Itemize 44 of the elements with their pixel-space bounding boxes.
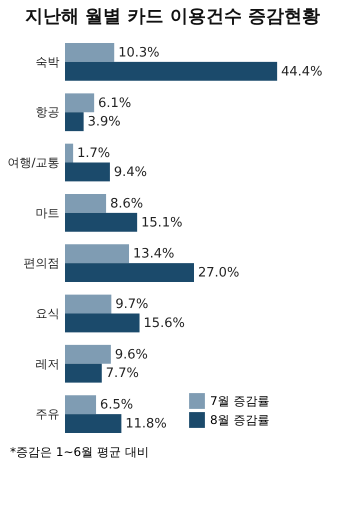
bar	[65, 364, 102, 383]
bar	[65, 244, 130, 264]
bar	[65, 62, 278, 81]
data-label: 15.1%	[141, 215, 182, 230]
y-tick-label: 레저	[36, 356, 60, 371]
bar	[65, 43, 114, 62]
data-label: 13.4%	[133, 246, 174, 262]
data-label: 9.7%	[115, 297, 148, 312]
y-tick-label: 여행/교통	[7, 156, 60, 170]
data-label: 27.0%	[198, 266, 240, 281]
data-label: 3.9%	[88, 114, 121, 130]
text: *증감은 1~6월 평균 대비	[10, 444, 150, 461]
data-label: 44.4%	[281, 64, 322, 80]
y-tick-label: 편의점	[24, 256, 60, 270]
bar	[65, 112, 84, 132]
bar	[65, 263, 194, 282]
y-tick-label: 요식	[36, 306, 60, 320]
y-tick-label: 항공	[36, 105, 60, 120]
data-label: 9.6%	[114, 347, 148, 362]
bar	[65, 162, 110, 182]
bar	[65, 313, 140, 332]
data-label: 9.4%	[114, 164, 147, 180]
data-label: 11.8%	[125, 416, 167, 432]
data-label: 1.7%	[77, 146, 110, 162]
bar	[65, 144, 74, 163]
y-tick-label: 마트	[36, 206, 60, 220]
bar	[65, 93, 94, 112]
legend-label: 7월 증감률	[210, 394, 270, 408]
y-tick-label: 숙박	[36, 54, 60, 69]
data-label: 6.5%	[100, 398, 134, 413]
chart-title: 지난해 월별 카드 이용건수 증감현황	[24, 6, 320, 27]
data-label: 7.7%	[106, 366, 139, 382]
bar	[65, 344, 111, 364]
bar	[65, 414, 122, 433]
data-label: 6.1%	[98, 96, 132, 111]
bar	[65, 194, 106, 213]
bar	[65, 294, 112, 314]
y-tick-label: 주유	[36, 407, 60, 422]
bar	[65, 212, 138, 232]
data-label: 10.3%	[118, 45, 160, 60]
bar	[65, 395, 96, 414]
legend-label: 8월 증감률	[210, 413, 270, 427]
data-label: 8.6%	[110, 196, 144, 212]
data-label: 15.6%	[144, 316, 185, 331]
